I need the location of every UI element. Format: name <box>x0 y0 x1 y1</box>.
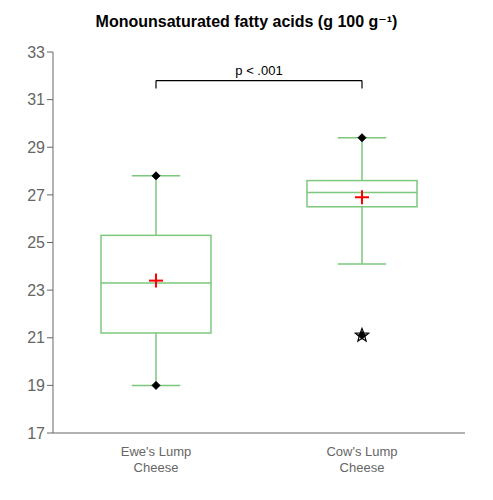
svg-text:29: 29 <box>27 139 45 156</box>
svg-text:Cow's LumpCheese: Cow's LumpCheese <box>326 444 397 475</box>
html-text:Monounsaturated fatty acids (g: Monounsaturated fatty acids (g 100 g⁻¹) <box>95 13 398 30</box>
svg-text:p < .001: p < .001 <box>235 63 282 78</box>
svg-text:27: 27 <box>27 187 45 204</box>
svg-text:25: 25 <box>27 234 45 251</box>
svg-text:21: 21 <box>27 329 45 346</box>
svg-text:33: 33 <box>27 44 45 61</box>
svg-text:31: 31 <box>27 91 45 108</box>
svg-text:17: 17 <box>27 425 45 442</box>
svg-text:Ewe's LumpCheese: Ewe's LumpCheese <box>121 444 191 475</box>
svg-text:23: 23 <box>27 282 45 299</box>
svg-text:19: 19 <box>27 377 45 394</box>
